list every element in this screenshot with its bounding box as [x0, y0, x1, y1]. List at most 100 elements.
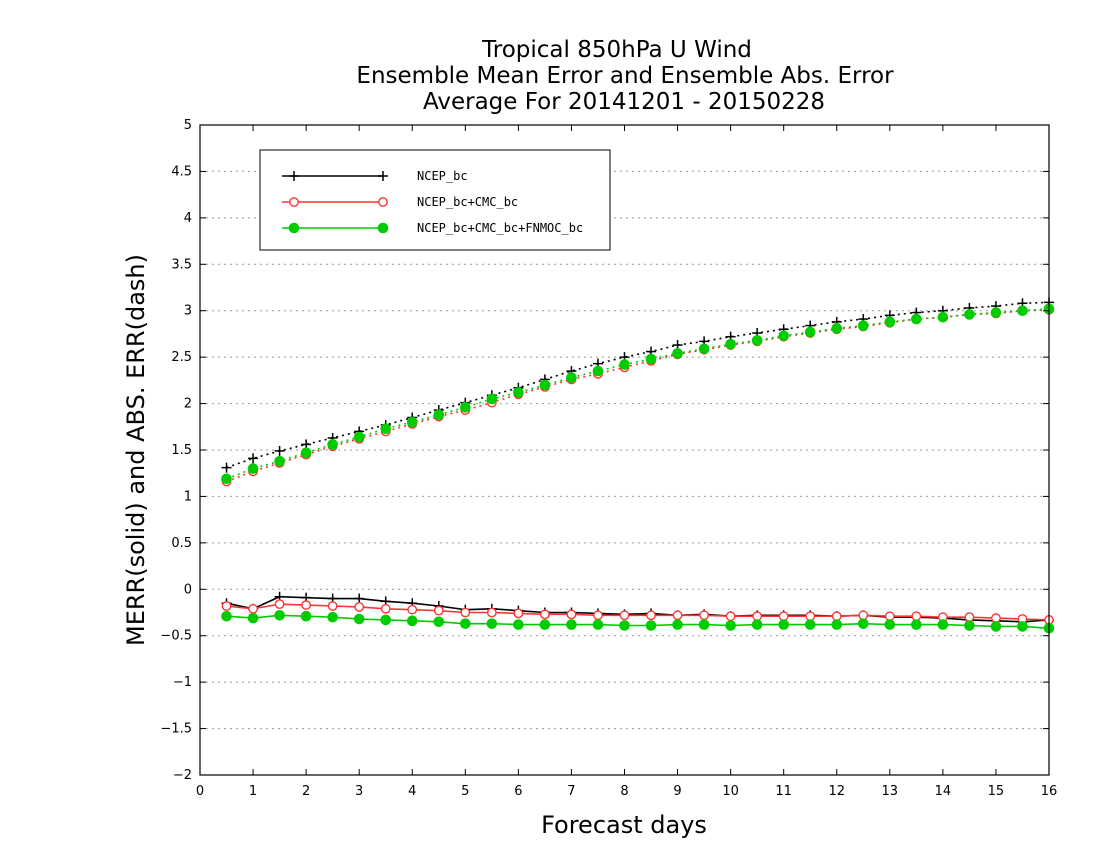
merr-point-ncep-bc-cmc-bc-fnmoc-bc: [857, 618, 869, 629]
merr-point-ncep-bc-cmc-bc-fnmoc-bc: [300, 610, 312, 622]
y-tick-label: −0.5: [160, 629, 192, 644]
merr-point-ncep-bc-cmc-bc: [566, 609, 577, 620]
chart-title-line-3: Average For 20141201 - 20150228: [423, 89, 825, 115]
y-tick-label: 3.5: [171, 257, 192, 272]
merr-point-ncep-bc-cmc-bc: [380, 603, 391, 614]
merr-point-ncep-bc: [354, 593, 365, 604]
y-tick-label: 1.5: [171, 443, 192, 458]
abs-err-point-ncep-bc-cmc-bc-fnmoc-bc: [804, 326, 816, 338]
abs-err-point-ncep-bc-cmc-bc-fnmoc-bc: [645, 353, 657, 365]
y-tick-label: −1.5: [160, 722, 192, 737]
merr-point-ncep-bc-cmc-bc-fnmoc-bc: [566, 619, 577, 630]
merr-point-ncep-bc-cmc-bc-fnmoc-bc: [406, 615, 418, 627]
chart-title-line-1: Tropical 850hPa U Wind: [481, 37, 752, 63]
merr-point-ncep-bc-cmc-bc-fnmoc-bc: [672, 619, 683, 630]
merr-point-ncep-bc-cmc-bc: [407, 604, 418, 615]
legend-marker-ncep-bc-cmc-bc-fnmoc-bc: [377, 222, 389, 234]
merr-point-ncep-bc-cmc-bc: [221, 601, 232, 611]
legend-label-ncep-bc-cmc-bc: NCEP_bc+CMC_bc: [417, 195, 518, 209]
y-tick-label: 0: [184, 582, 192, 597]
merr-point-ncep-bc-cmc-bc: [831, 611, 842, 622]
abs-err-point-ncep-bc-cmc-bc-fnmoc-bc: [990, 307, 1002, 318]
legend-marker-ncep-bc-cmc-bc: [378, 197, 388, 207]
abs-err-point-ncep-bc-cmc-bc-fnmoc-bc: [1017, 305, 1028, 317]
merr-point-ncep-bc-cmc-bc: [513, 608, 524, 619]
merr-point-ncep-bc-cmc-bc: [327, 601, 338, 611]
merr-point-ncep-bc-cmc-bc: [964, 612, 975, 623]
abs-err-point-ncep-bc-cmc-bc-fnmoc-bc: [698, 343, 710, 355]
merr-point-ncep-bc-cmc-bc-fnmoc-bc: [937, 619, 949, 630]
abs-err-point-ncep-bc-cmc-bc-fnmoc-bc: [778, 330, 789, 342]
y-tick-label: 2: [184, 397, 192, 412]
x-tick-label: 12: [828, 784, 845, 799]
x-tick-label: 6: [514, 784, 522, 799]
merr-point-ncep-bc-cmc-bc-fnmoc-bc: [619, 620, 630, 631]
merr-point-ncep-bc-cmc-bc: [433, 605, 444, 616]
abs-err-point-ncep-bc-cmc-bc-fnmoc-bc: [300, 447, 312, 459]
series-layer: [221, 297, 1055, 634]
merr-point-ncep-bc-cmc-bc-fnmoc-bc: [725, 620, 736, 631]
abs-err-line-ncep-bc-cmc-bc: [226, 308, 1050, 483]
abs-err-point-ncep-bc: [248, 453, 259, 464]
y-tick-label: −1: [173, 675, 192, 690]
legend-marker-ncep-bc: [378, 171, 388, 181]
merr-point-ncep-bc-cmc-bc: [672, 610, 683, 621]
abs-err-point-ncep-bc-cmc-bc-fnmoc-bc: [513, 387, 524, 398]
abs-err-point-ncep-bc-cmc-bc-fnmoc-bc: [406, 416, 418, 428]
abs-err-point-ncep-bc-cmc-bc-fnmoc-bc: [274, 455, 285, 467]
merr-point-ncep-bc-cmc-bc: [991, 613, 1001, 623]
merr-point-ncep-bc-cmc-bc-fnmoc-bc: [831, 619, 843, 630]
abs-err-line-ncep-bc: [226, 301, 1050, 469]
merr-point-ncep-bc-cmc-bc: [619, 610, 630, 621]
merr-point-ncep-bc-cmc-bc-fnmoc-bc: [911, 619, 922, 630]
x-tick-label: 16: [1041, 784, 1058, 799]
merr-point-ncep-bc-cmc-bc-fnmoc-bc: [990, 621, 1002, 632]
x-tick-label: 0: [196, 784, 204, 799]
x-tick-label: 11: [775, 784, 792, 799]
x-tick-label: 5: [461, 784, 469, 799]
abs-err-point-ncep-bc-cmc-bc-fnmoc-bc: [380, 423, 392, 434]
merr-point-ncep-bc-cmc-bc-fnmoc-bc: [274, 609, 285, 621]
abs-err-point-ncep-bc-cmc-bc-fnmoc-bc: [725, 338, 736, 350]
axis-ticks: −2−1.5−1−0.500.511.522.533.544.550 1 2 3 4 5 6…: [160, 118, 1057, 799]
abs-err-point-ncep-bc-cmc-bc-fnmoc-bc: [353, 431, 365, 443]
x-tick-label: 9: [673, 784, 681, 799]
merr-point-ncep-bc-cmc-bc: [460, 607, 471, 618]
abs-err-point-ncep-bc-cmc-bc-fnmoc-bc: [221, 473, 232, 485]
y-tick-label: −2: [173, 768, 192, 783]
merr-point-ncep-bc-cmc-bc: [354, 602, 365, 612]
abs-err-point-ncep-bc-cmc-bc-fnmoc-bc: [327, 439, 338, 450]
legend-marker-ncep-bc-cmc-bc: [289, 197, 299, 207]
x-tick-label: 10: [722, 784, 739, 799]
merr-point-ncep-bc-cmc-bc-fnmoc-bc: [645, 620, 657, 631]
abs-err-point-ncep-bc: [221, 462, 232, 473]
abs-err-point-ncep-bc-cmc-bc-fnmoc-bc: [433, 409, 445, 421]
merr-point-ncep-bc-cmc-bc-fnmoc-bc: [433, 616, 445, 628]
x-tick-label: 14: [935, 784, 952, 799]
y-tick-label: 5: [184, 118, 192, 133]
abs-err-point-ncep-bc-cmc-bc-fnmoc-bc: [857, 320, 869, 331]
y-tick-label: 4: [184, 211, 192, 226]
legend-marker-ncep-bc: [289, 171, 299, 181]
merr-point-ncep-bc-cmc-bc-fnmoc-bc: [327, 611, 338, 623]
legend-marker-ncep-bc-cmc-bc-fnmoc-bc: [288, 222, 300, 234]
merr-point-ncep-bc-cmc-bc: [593, 610, 603, 621]
y-axis-label: MERR(solid) and ABS. ERR(dash): [122, 254, 150, 646]
abs-err-point-ncep-bc-cmc-bc-fnmoc-bc: [672, 348, 683, 359]
merr-point-ncep-bc-cmc-bc: [274, 599, 285, 610]
merr-point-ncep-bc-cmc-bc-fnmoc-bc: [221, 610, 232, 622]
merr-point-ncep-bc-cmc-bc-fnmoc-bc: [380, 614, 392, 626]
abs-err-point-ncep-bc: [274, 445, 285, 456]
abs-err-point-ncep-bc-cmc-bc-fnmoc-bc: [751, 335, 763, 346]
merr-point-ncep-bc-cmc-bc-fnmoc-bc: [592, 619, 604, 630]
abs-err-point-ncep-bc-cmc-bc-fnmoc-bc: [964, 309, 975, 320]
x-tick-label: 1: [249, 784, 257, 799]
merr-point-ncep-bc-cmc-bc-fnmoc-bc: [698, 619, 710, 630]
merr-point-ncep-bc-cmc-bc-fnmoc-bc: [353, 613, 365, 625]
abs-err-point-ncep-bc-cmc-bc-fnmoc-bc: [539, 379, 551, 391]
x-tick-label: 4: [408, 784, 416, 799]
abs-err-point-ncep-bc-cmc-bc-fnmoc-bc: [460, 401, 471, 413]
merr-point-ncep-bc-cmc-bc: [301, 600, 312, 610]
merr-point-ncep-bc-cmc-bc-fnmoc-bc: [964, 620, 975, 631]
x-tick-label: 13: [882, 784, 899, 799]
